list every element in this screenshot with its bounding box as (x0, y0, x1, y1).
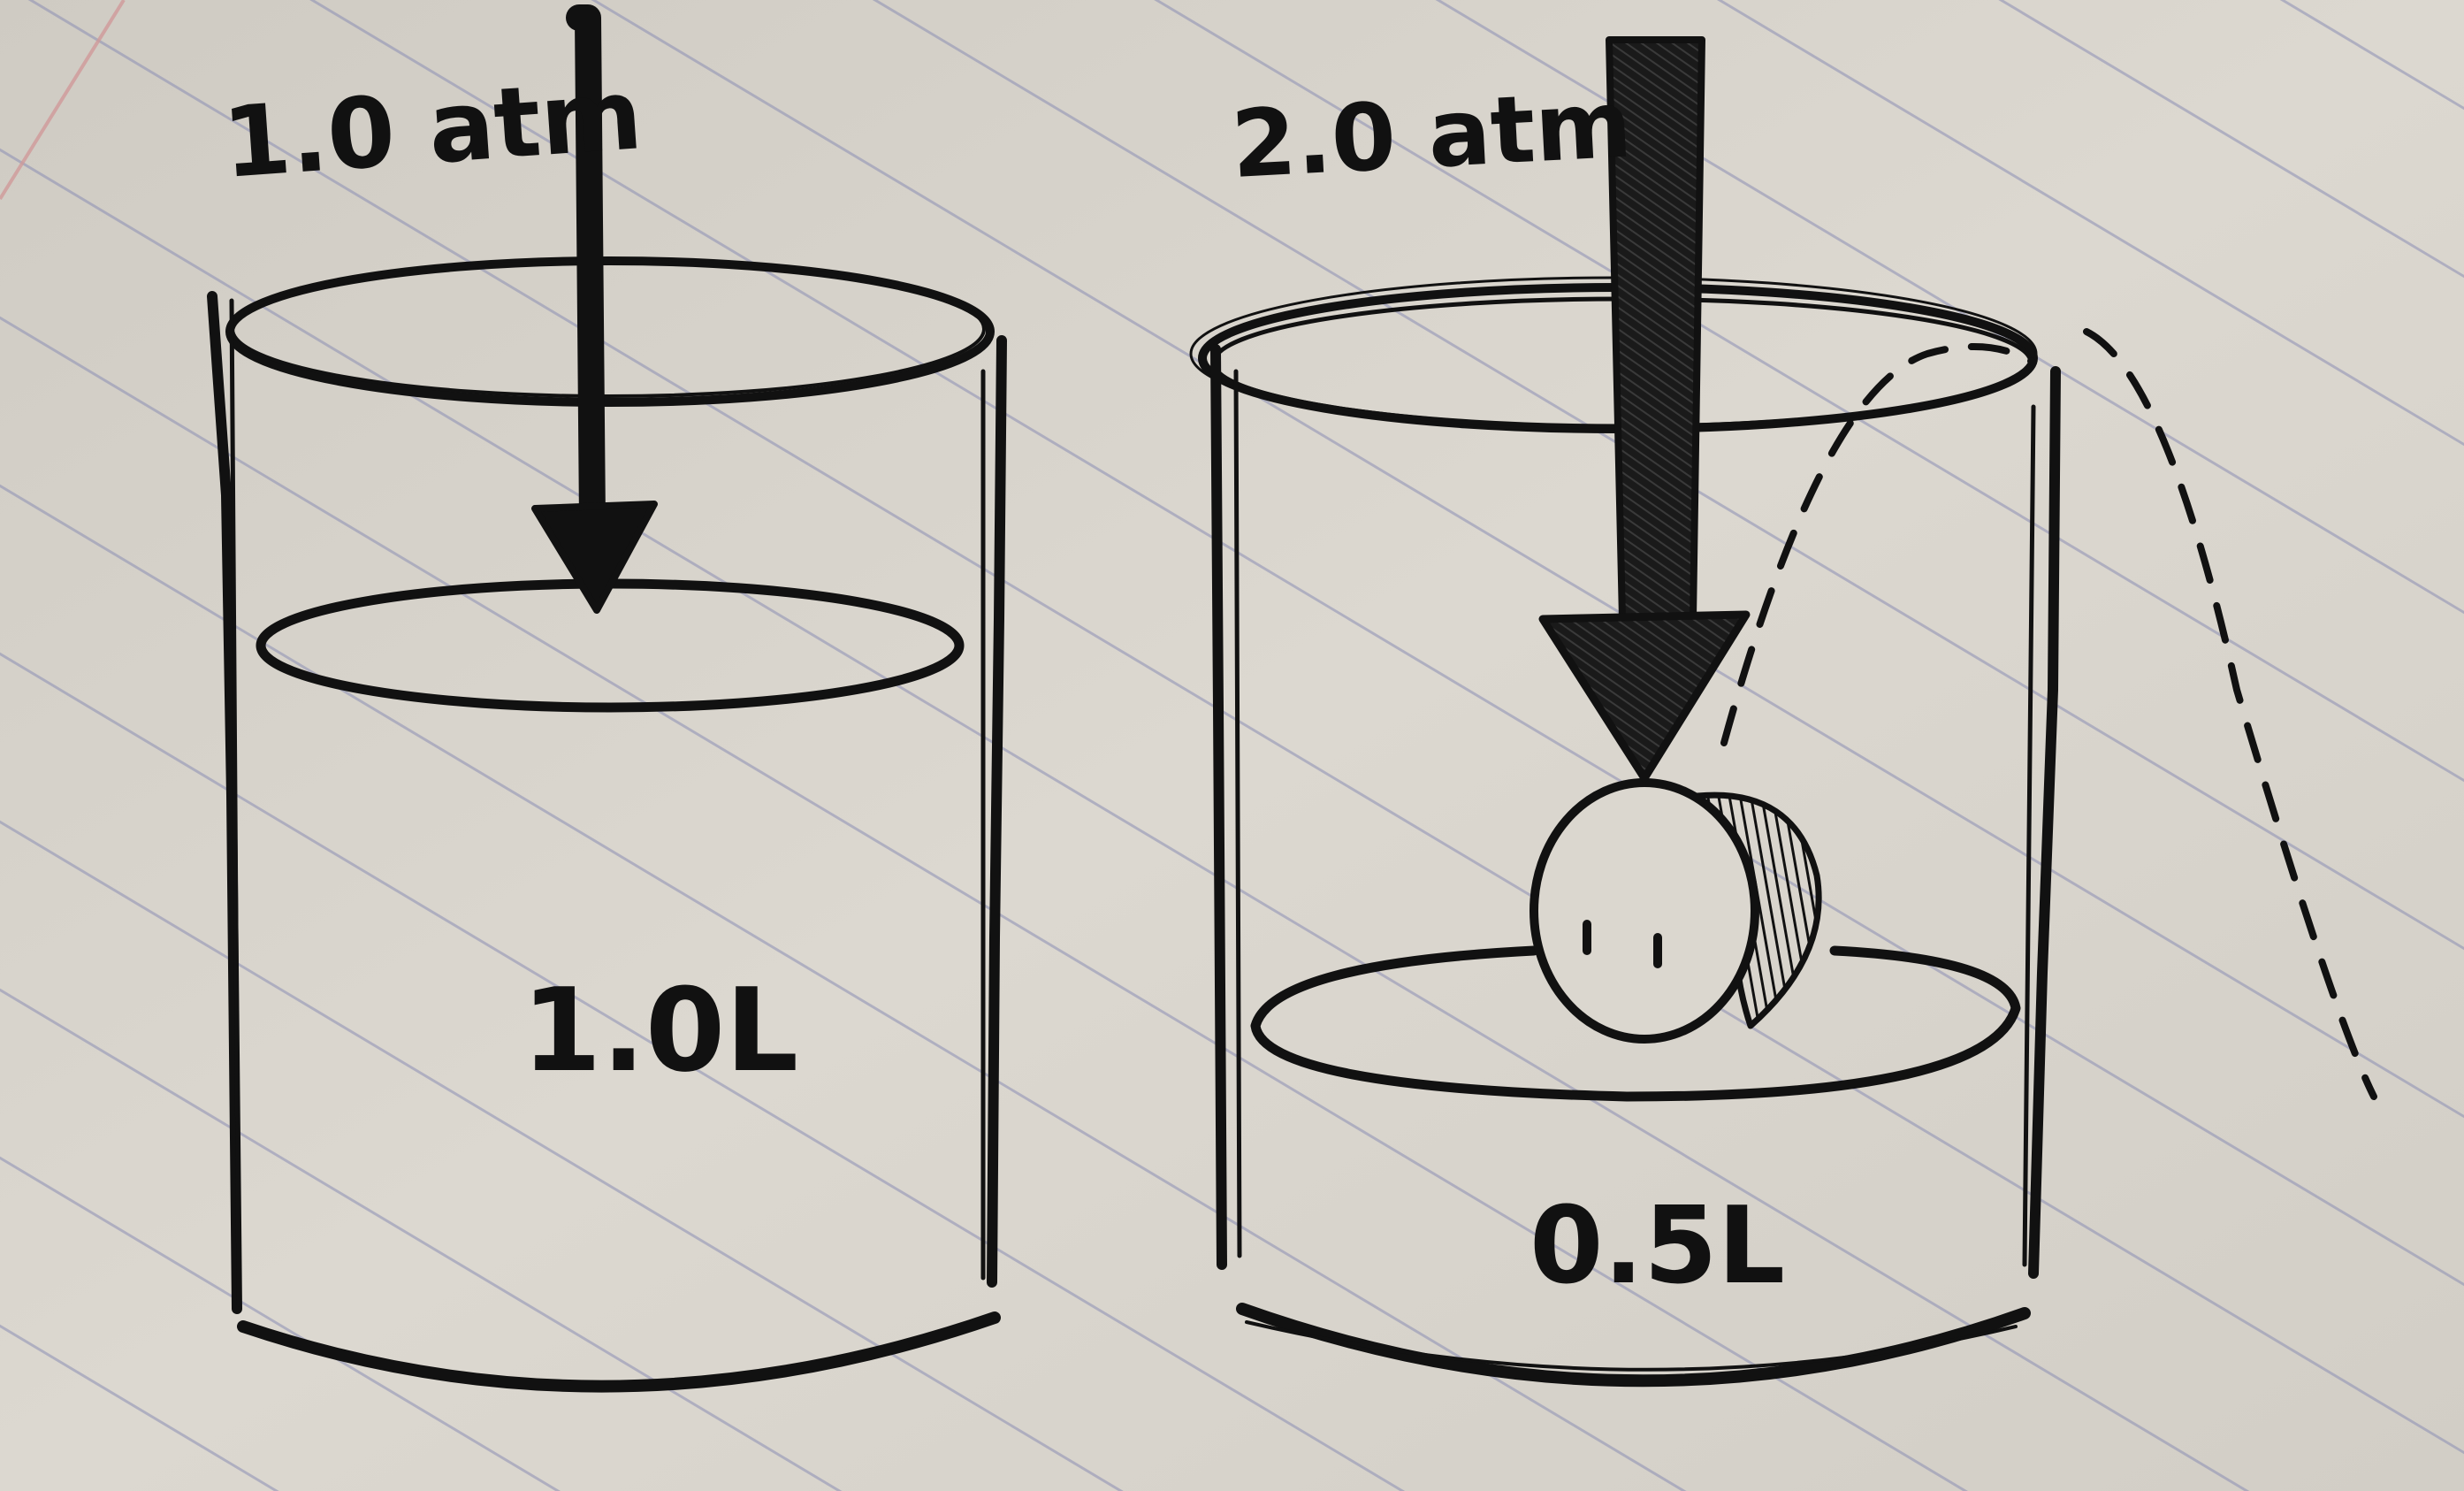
right-cylinder-wall-left (1210, 344, 1227, 1270)
left-cylinder-wall-left (207, 291, 242, 1314)
right-piston (1250, 945, 2021, 1102)
left-pressure-arrow (566, 4, 606, 535)
right-cylinder-wall-right (2028, 366, 2061, 1279)
right-pressure-label: 2.0 atm (1229, 70, 1635, 199)
right-pressure-arrowhead (1538, 610, 1751, 783)
left-cylinder-wall-right (987, 335, 1007, 1288)
coin-weight (1530, 778, 1822, 1044)
left-pressure-arrowhead (531, 501, 658, 614)
left-cylinder-bottom (237, 1311, 1001, 1393)
right-trajectory-inner (1720, 343, 2037, 746)
right-trajectory-outer (2083, 328, 2377, 1100)
margin-line (0, 0, 126, 201)
left-volume-label: 1.0L (522, 963, 798, 1097)
right-volume-label: 0.5L (1530, 1185, 1785, 1308)
coin-face (1530, 778, 1759, 1044)
left-cylinder (207, 4, 1007, 1393)
right-pressure-arrow (1538, 36, 1751, 783)
